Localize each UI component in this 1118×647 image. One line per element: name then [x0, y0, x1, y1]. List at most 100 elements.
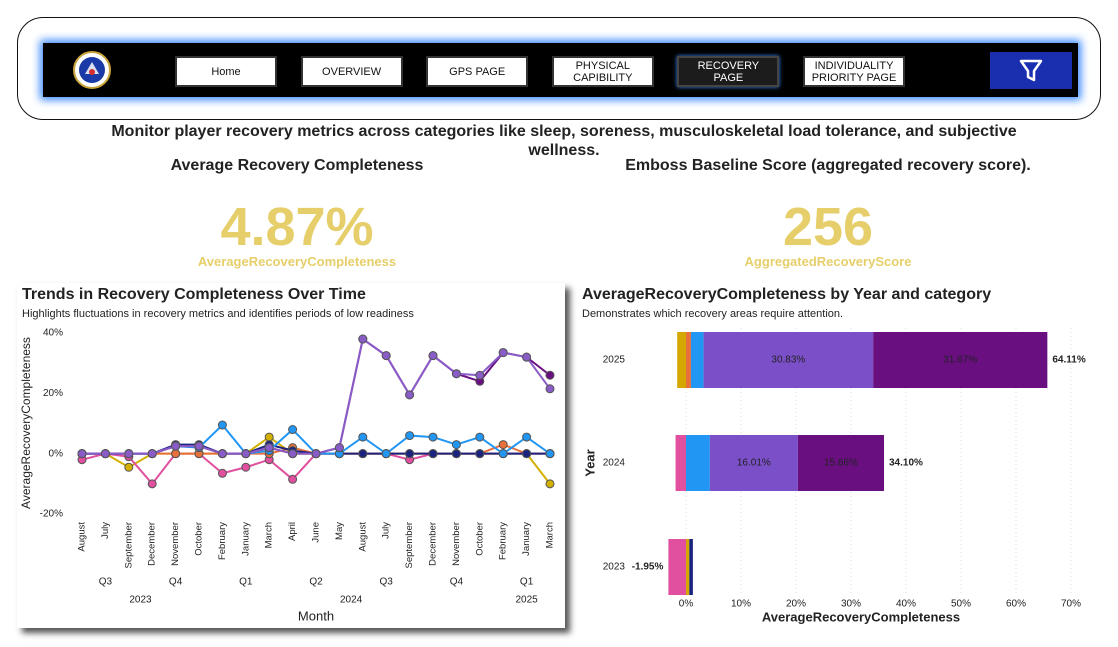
series-marker	[288, 449, 298, 459]
kpi-title: Emboss Baseline Score (aggregated recove…	[625, 157, 1031, 174]
data-label: 31.67%	[943, 355, 977, 366]
series-marker	[451, 449, 461, 459]
series-marker	[428, 449, 438, 459]
filter-icon	[1019, 59, 1043, 82]
quarter-label: Q1	[239, 577, 253, 588]
quarter-label: Q3	[99, 577, 113, 588]
chart-title: Trends in Recovery Completeness Over Tim…	[22, 286, 366, 303]
x-tick-label: July	[100, 522, 111, 539]
year-label: 2025	[515, 595, 538, 606]
quarter-label: Q4	[169, 577, 183, 588]
filter-button[interactable]	[990, 52, 1072, 89]
x-tick-label: 50%	[951, 599, 971, 610]
total-label: -1.95%	[632, 562, 664, 573]
series-marker	[381, 351, 391, 361]
x-tick-label: December	[147, 522, 158, 566]
x-tick-label: February	[498, 522, 509, 560]
data-label: 16.01%	[737, 458, 771, 469]
x-tick-label: 10%	[731, 599, 751, 610]
bar-segment	[873, 332, 1048, 388]
series-marker	[405, 390, 415, 400]
series-marker	[147, 479, 157, 489]
x-tick-label: September	[404, 522, 415, 568]
x-tick-label: May	[334, 522, 345, 540]
line-panel: Trends in Recovery Completeness Over Tim…	[17, 283, 565, 628]
year-label: 2023	[129, 595, 152, 606]
x-tick-label: 20%	[786, 599, 806, 610]
x-tick-label: April	[287, 522, 298, 541]
y-axis-title: Year	[582, 449, 597, 476]
series-marker	[451, 440, 461, 450]
nav-button[interactable]: RECOVERY PAGE	[677, 56, 780, 87]
bar-segment	[703, 332, 874, 388]
nav-button[interactable]: Home	[175, 56, 277, 87]
nav-bar: Home OVERVIEW GPS PAGE PHYSICAL CAPIBILITY R…	[43, 43, 1078, 97]
nav-frame	[17, 17, 1101, 120]
series-marker	[498, 449, 508, 459]
series-marker	[545, 384, 555, 394]
series-marker	[288, 425, 298, 435]
series-marker	[217, 449, 227, 459]
x-axis-title: Month	[298, 608, 334, 623]
kpi-value: 256	[782, 197, 874, 257]
bar-segment	[797, 435, 884, 491]
quarter-label: Q4	[450, 577, 464, 588]
x-tick-label: 60%	[1006, 599, 1026, 610]
series-marker	[171, 441, 181, 451]
data-label: 30.83%	[771, 355, 805, 366]
nav-button[interactable]: INDIVIDUALITY PRIORITY PAGE	[803, 56, 905, 87]
series-marker	[77, 449, 87, 459]
y-tick-label: -20%	[40, 509, 63, 520]
series-marker	[475, 370, 485, 380]
club-logo	[73, 51, 111, 89]
bar-segment	[690, 332, 704, 388]
x-tick-label: November	[170, 522, 181, 566]
series-marker	[451, 369, 461, 379]
series-marker	[522, 432, 532, 442]
x-axis-title: AverageRecoveryCompleteness	[762, 609, 960, 624]
series-marker	[405, 449, 415, 459]
y-tick-label: 40%	[43, 328, 63, 339]
line-chart: Trends in Recovery Completeness Over Tim…	[19, 286, 555, 623]
nav-button[interactable]: GPS PAGE	[426, 56, 529, 87]
bar-panel: AverageRecoveryCompleteness by Year and …	[577, 283, 1103, 628]
x-tick-label: January	[240, 522, 251, 556]
quarter-label: Q1	[520, 577, 534, 588]
kpi-value: 4.87%	[220, 197, 374, 257]
kpi-label: AverageRecoveryCompleteness	[197, 254, 397, 269]
series-marker	[522, 352, 532, 362]
x-tick-label: 70%	[1061, 599, 1081, 610]
series-marker	[288, 474, 298, 484]
x-tick-label: September	[123, 522, 134, 568]
quarter-label: Q3	[380, 577, 394, 588]
series-line	[81, 452, 550, 486]
series-marker	[498, 348, 508, 358]
x-tick-label: November	[451, 522, 462, 566]
bar-chart: AverageRecoveryCompleteness by Year and …	[582, 286, 1086, 624]
nav-button[interactable]: PHYSICAL CAPIBILITY	[551, 56, 654, 87]
y-tick-label: 2025	[603, 355, 626, 366]
x-tick-label: July	[381, 522, 392, 539]
bar-segment	[668, 539, 686, 595]
y-tick-label: 2024	[603, 458, 626, 469]
series-marker	[334, 443, 344, 453]
series-marker	[475, 449, 485, 459]
series-marker	[171, 449, 181, 459]
y-tick-label: 20%	[43, 388, 63, 399]
bar-segment	[709, 435, 798, 491]
x-tick-label: March	[264, 522, 275, 548]
series-marker	[428, 432, 438, 442]
total-label: 34.10%	[889, 458, 923, 469]
chart-subtitle: Demonstrates which recovery areas requir…	[582, 308, 843, 320]
x-tick-label: January	[521, 522, 532, 556]
series-line	[82, 435, 551, 485]
series-marker	[124, 449, 134, 459]
x-tick-label: June	[311, 522, 322, 543]
series-marker	[522, 449, 532, 459]
series-marker	[545, 449, 555, 459]
series-marker	[264, 432, 274, 442]
kpi-title: Average Recovery Completeness	[170, 157, 424, 174]
data-label: 15.66%	[824, 458, 858, 469]
nav-button[interactable]: OVERVIEW	[300, 56, 403, 87]
